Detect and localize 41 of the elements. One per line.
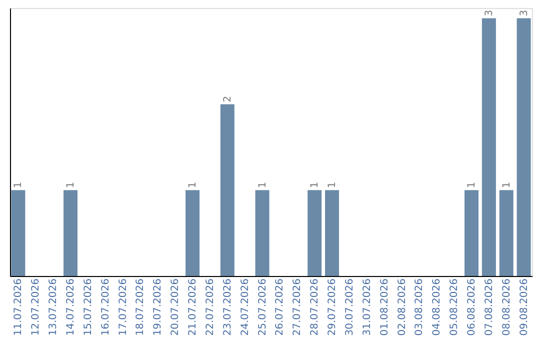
x-tick-label: 24.07.2026 [240, 278, 251, 336]
x-tick-label: 11.07.2026 [13, 278, 24, 336]
x-tick-label: 16.07.2026 [100, 278, 112, 336]
x-tick-label: 14.07.2026 [66, 278, 76, 336]
data-label: 1 [310, 182, 321, 188]
x-tick-label: 02.08.2026 [396, 278, 408, 336]
data-label: 3 [518, 10, 530, 16]
data-label: 1 [257, 182, 268, 188]
x-tick-label: 29.07.2026 [327, 278, 338, 336]
x-tick-label: 03.08.2026 [414, 278, 426, 336]
x-tick-label: 07.08.2026 [484, 278, 495, 336]
x-tick-label: 22.07.2026 [204, 278, 216, 336]
x-tick-label: 04.08.2026 [432, 278, 443, 336]
data-label: 1 [13, 182, 24, 188]
x-tick-label: 12.07.2026 [30, 278, 42, 336]
x-tick-label: 23.07.2026 [222, 278, 234, 336]
x-tick-label: 15.07.2026 [82, 278, 94, 336]
x-tick-label: 09.08.2026 [518, 278, 530, 336]
x-tick-label: 18.07.2026 [135, 278, 146, 336]
x-tick-label: 13.07.2026 [48, 278, 60, 336]
x-tick-label: 31.07.2026 [362, 278, 373, 336]
x-tick-label: 30.07.2026 [344, 278, 356, 336]
x-tick-label: 20.07.2026 [170, 278, 182, 336]
x-tick-label: 06.08.2026 [466, 278, 478, 336]
x-tick-label: 25.07.2026 [257, 278, 268, 336]
x-tick-label: 17.07.2026 [118, 278, 129, 336]
data-label: 1 [327, 182, 338, 188]
x-tick-label: 27.07.2026 [292, 278, 304, 336]
data-label: 1 [466, 182, 478, 188]
x-tick-label: 26.07.2026 [274, 278, 286, 336]
data-label: 1 [501, 182, 512, 188]
x-tick-label: 28.07.2026 [310, 278, 321, 336]
x-tick-label: 05.08.2026 [449, 278, 460, 336]
data-label: 1 [188, 182, 199, 188]
data-label: 1 [66, 182, 76, 188]
x-tick-label: 01.08.2026 [379, 278, 390, 336]
data-label: 3 [484, 10, 495, 16]
x-tick-label: 19.07.2026 [152, 278, 164, 336]
data-label: 2 [222, 96, 234, 102]
x-tick-label: 08.08.2026 [501, 278, 512, 336]
x-tick-label: 21.07.2026 [188, 278, 199, 336]
